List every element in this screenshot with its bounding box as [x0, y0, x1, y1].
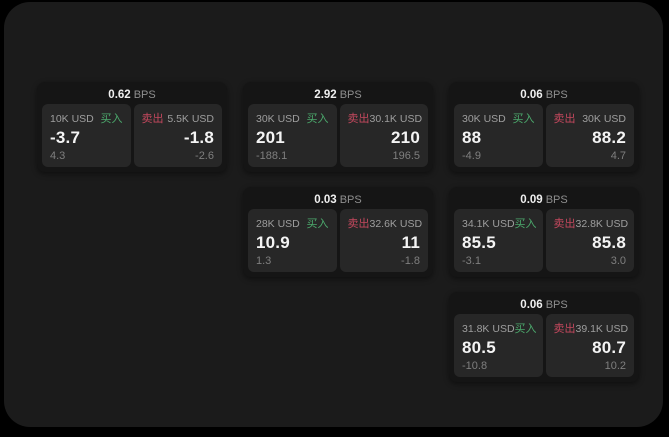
tile-header: 0.09 BPS	[454, 191, 634, 209]
pricing-tiles-grid: 0.62 BPS 10K USD 买入 -3.7 4.3 卖出 5.5K USD	[37, 82, 639, 382]
buy-delta: 4.3	[50, 150, 66, 162]
sell-delta: 10.2	[604, 360, 626, 372]
buy-price: 85.5	[462, 233, 496, 252]
tile-header: 2.92 BPS	[248, 86, 428, 104]
buy-delta: -188.1	[256, 150, 288, 162]
bps-unit-label: BPS	[545, 299, 568, 311]
sell-panel[interactable]: 卖出 39.1K USD 80.7 10.2	[545, 314, 634, 377]
buy-sell-row: 10K USD 买入 -3.7 4.3 卖出 5.5K USD -1.8 -2.…	[42, 104, 222, 167]
sell-side-label: 卖出	[553, 218, 576, 230]
buy-price: 10.9	[256, 233, 290, 252]
buy-side-label: 买入	[306, 113, 329, 125]
sell-price: 85.8	[592, 233, 626, 252]
sell-side-label: 卖出	[141, 113, 164, 125]
sell-amount: 30.1K USD	[369, 113, 423, 125]
buy-price: 80.5	[462, 338, 496, 357]
sell-amount: 32.6K USD	[369, 218, 423, 230]
buy-panel[interactable]: 28K USD 买入 10.9 1.3	[248, 209, 337, 272]
buy-sell-row: 31.8K USD 买入 80.5 -10.8 卖出 39.1K USD 80.…	[454, 314, 634, 377]
buy-side-label: 买入	[514, 218, 537, 230]
sell-panel[interactable]: 卖出 5.5K USD -1.8 -2.6	[133, 104, 222, 167]
sell-delta: 3.0	[610, 255, 626, 267]
price-tile-5: 0.09 BPS 34.1K USD 买入 85.5 -3.1 卖出 32.8K …	[449, 187, 639, 277]
sell-delta: -2.6	[195, 150, 214, 162]
bps-value: 0.03	[314, 194, 337, 206]
sell-delta: -1.8	[401, 255, 420, 267]
price-tile-1: 0.62 BPS 10K USD 买入 -3.7 4.3 卖出 5.5K USD	[37, 82, 227, 172]
tile-header: 0.03 BPS	[248, 191, 428, 209]
buy-amount: 31.8K USD	[462, 323, 515, 335]
buy-amount: 30K USD	[462, 113, 506, 125]
buy-sell-row: 30K USD 买入 88 -4.9 卖出 30K USD 88.2 4.7	[454, 104, 634, 167]
sell-amount: 39.1K USD	[575, 323, 629, 335]
sell-price: 80.7	[592, 338, 626, 357]
buy-price: -3.7	[50, 128, 81, 147]
buy-price: 201	[256, 128, 285, 147]
sell-side-label: 卖出	[553, 323, 576, 335]
buy-delta: -3.1	[462, 255, 481, 267]
buy-price: 88	[462, 128, 482, 147]
sell-delta: 4.7	[610, 150, 626, 162]
buy-panel[interactable]: 34.1K USD 买入 85.5 -3.1	[454, 209, 543, 272]
buy-panel[interactable]: 31.8K USD 买入 80.5 -10.8	[454, 314, 543, 377]
sell-amount: 32.8K USD	[575, 218, 629, 230]
price-tile-6: 0.06 BPS 31.8K USD 买入 80.5 -10.8 卖出 39.1K…	[449, 292, 639, 382]
buy-amount: 10K USD	[50, 113, 94, 125]
sell-side-label: 卖出	[347, 113, 370, 125]
sell-amount: 30K USD	[582, 113, 626, 125]
bps-value: 0.62	[108, 89, 131, 101]
tile-header: 0.06 BPS	[454, 86, 634, 104]
buy-side-label: 买入	[514, 323, 537, 335]
buy-amount: 28K USD	[256, 218, 300, 230]
sell-delta: 196.5	[392, 150, 420, 162]
buy-sell-row: 28K USD 买入 10.9 1.3 卖出 32.6K USD 11 -1.8	[248, 209, 428, 272]
buy-panel[interactable]: 30K USD 买入 88 -4.9	[454, 104, 543, 167]
buy-delta: -4.9	[462, 150, 481, 162]
buy-delta: 1.3	[256, 255, 272, 267]
app-window: 0.62 BPS 10K USD 买入 -3.7 4.3 卖出 5.5K USD	[4, 2, 663, 427]
sell-panel[interactable]: 卖出 32.6K USD 11 -1.8	[339, 209, 428, 272]
bps-unit-label: BPS	[133, 89, 156, 101]
bps-unit-label: BPS	[545, 194, 568, 206]
sell-side-label: 卖出	[553, 113, 576, 125]
price-tile-3: 0.06 BPS 30K USD 买入 88 -4.9 卖出 30K USD	[449, 82, 639, 172]
sell-panel[interactable]: 卖出 30.1K USD 210 196.5	[339, 104, 428, 167]
sell-price: 210	[391, 128, 420, 147]
tile-header: 0.06 BPS	[454, 296, 634, 314]
sell-price: 11	[401, 233, 420, 252]
buy-side-label: 买入	[306, 218, 329, 230]
buy-panel[interactable]: 10K USD 买入 -3.7 4.3	[42, 104, 131, 167]
sell-price: -1.8	[183, 128, 214, 147]
sell-price: 88.2	[592, 128, 626, 147]
bps-value: 0.06	[520, 89, 543, 101]
sell-side-label: 卖出	[347, 218, 370, 230]
buy-sell-row: 30K USD 买入 201 -188.1 卖出 30.1K USD 210 1…	[248, 104, 428, 167]
price-tile-2: 2.92 BPS 30K USD 买入 201 -188.1 卖出 30.1K U…	[243, 82, 433, 172]
buy-panel[interactable]: 30K USD 买入 201 -188.1	[248, 104, 337, 167]
buy-side-label: 买入	[100, 113, 123, 125]
buy-sell-row: 34.1K USD 买入 85.5 -3.1 卖出 32.8K USD 85.8…	[454, 209, 634, 272]
price-tile-4: 0.03 BPS 28K USD 买入 10.9 1.3 卖出 32.6K USD	[243, 187, 433, 277]
sell-amount: 5.5K USD	[167, 113, 214, 125]
buy-amount: 34.1K USD	[462, 218, 515, 230]
bps-unit-label: BPS	[339, 194, 362, 206]
bps-unit-label: BPS	[545, 89, 568, 101]
bps-value: 2.92	[314, 89, 337, 101]
bps-value: 0.06	[520, 299, 543, 311]
bps-value: 0.09	[520, 194, 543, 206]
buy-side-label: 买入	[512, 113, 535, 125]
sell-panel[interactable]: 卖出 30K USD 88.2 4.7	[545, 104, 634, 167]
tile-header: 0.62 BPS	[42, 86, 222, 104]
sell-panel[interactable]: 卖出 32.8K USD 85.8 3.0	[545, 209, 634, 272]
buy-delta: -10.8	[462, 360, 488, 372]
bps-unit-label: BPS	[339, 89, 362, 101]
buy-amount: 30K USD	[256, 113, 300, 125]
